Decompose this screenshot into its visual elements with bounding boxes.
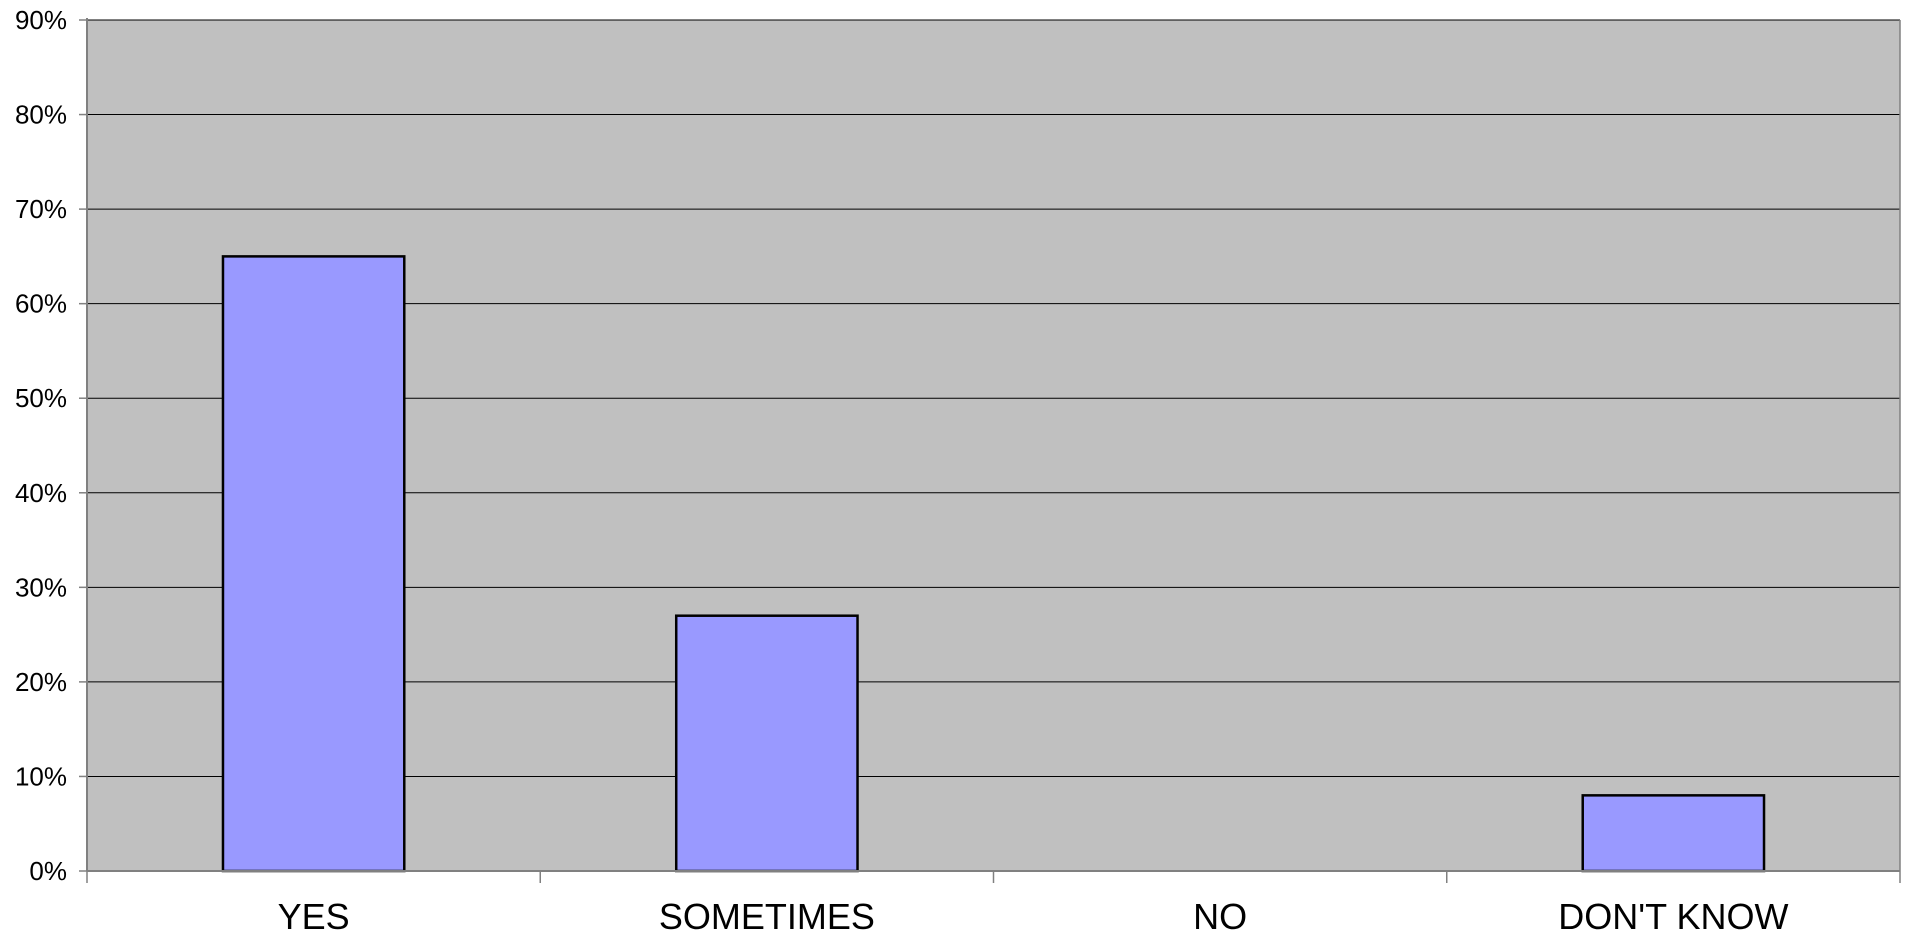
y-tick-label: 10% [15,761,67,791]
y-axis-tick-labels: 0% 10% 20% 30% 40% 50% 60% 70% 80% 90% [15,5,67,886]
y-tick-label: 0% [29,856,67,886]
bar-yes [221,255,406,873]
bars [221,255,1766,873]
y-tick-label: 70% [15,194,67,224]
y-tick-label: 30% [15,572,67,602]
bar-sometimes [674,614,859,873]
x-axis-tick-labels: YES SOMETIMES NO DON'T KNOW [278,896,1789,937]
axes [79,18,1901,883]
y-tick-label: 80% [15,100,67,130]
x-tick-label: YES [278,896,350,937]
y-tick-label: 90% [15,5,67,35]
y-tick-label: 60% [15,289,67,319]
y-tick-label: 40% [15,478,67,508]
x-tick-label: NO [1193,896,1247,937]
x-tick-label: SOMETIMES [659,896,875,937]
y-tick-label: 50% [15,383,67,413]
x-tick-label: DON'T KNOW [1558,896,1788,937]
y-tick-label: 20% [15,667,67,697]
bar-don-t-know [1581,794,1766,873]
